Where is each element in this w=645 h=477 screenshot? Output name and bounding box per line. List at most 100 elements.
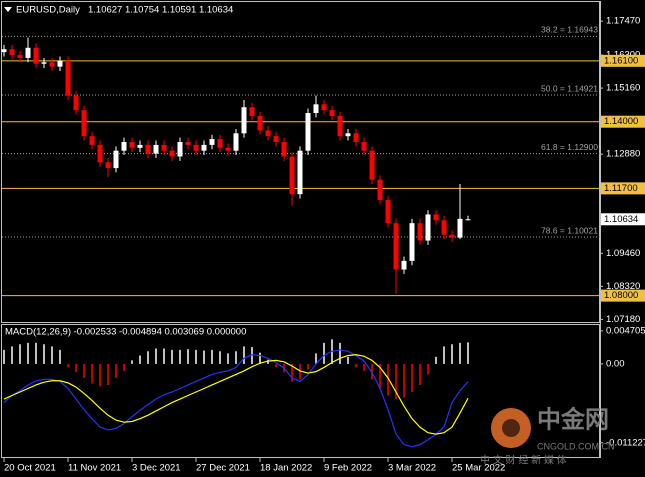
- candle-body: [457, 218, 463, 238]
- x-tick-label: 9 Feb 2022: [324, 463, 372, 474]
- candle-body: [409, 223, 415, 261]
- level-price-box: [601, 182, 645, 195]
- candle-body: [1, 49, 7, 53]
- x-tick-label: 18 Jan 2022: [260, 463, 312, 474]
- last-price-box: [601, 213, 645, 226]
- candle-body: [337, 115, 343, 137]
- candle-body: [329, 110, 335, 116]
- watermark-brand: 中金网: [537, 405, 609, 433]
- level-price-label: 1.14000: [604, 116, 638, 127]
- price-panel-frame: [1, 1, 600, 323]
- candle-body: [137, 144, 143, 148]
- y-tick-label: 1.12880: [606, 149, 640, 160]
- y-tick-label: 1.08320: [606, 281, 640, 292]
- candle-body: [249, 107, 255, 116]
- candle-body: [417, 223, 423, 241]
- candle-body: [153, 144, 159, 154]
- candle-body: [217, 139, 223, 148]
- y-tick-label: 1.17470: [606, 16, 640, 27]
- y-tick-label: 1.09460: [606, 248, 640, 259]
- menu-triangle: [4, 7, 12, 12]
- candle-body: [121, 142, 127, 151]
- level-price-label: 1.08000: [604, 290, 638, 301]
- candle-body: [169, 150, 175, 157]
- candle-body: [17, 55, 23, 58]
- y-tick-label: 0.00: [606, 358, 625, 369]
- candle-body: [97, 144, 103, 163]
- watermark-site: CNGOLD.COM.CN: [537, 441, 615, 451]
- candle-body: [185, 142, 191, 145]
- candle-body: [377, 179, 383, 200]
- macd-line: [3, 349, 469, 448]
- y-tick-label: 1.15160: [606, 83, 640, 94]
- symbol-title: EURUSD,Daily: [16, 5, 80, 16]
- candle-body: [33, 47, 39, 64]
- candle-body: [65, 60, 71, 96]
- candle-body: [9, 49, 15, 56]
- candle-body: [369, 150, 375, 180]
- x-tick-label: 3 Dec 2021: [132, 463, 181, 474]
- candle-body: [241, 107, 247, 134]
- y-tick-label: -0.011227: [606, 437, 645, 448]
- candle-body: [281, 142, 287, 157]
- candle-body: [49, 62, 55, 67]
- candle-body: [225, 147, 231, 151]
- candle-body: [193, 144, 199, 151]
- candle-body: [57, 60, 63, 67]
- fib-level-label: 61.8 = 1.12900: [541, 142, 598, 152]
- candle-body: [105, 162, 111, 169]
- candle-body: [145, 144, 151, 154]
- candle-body: [113, 150, 119, 169]
- candle-body: [73, 95, 79, 111]
- watermark-logo-inner: [502, 419, 520, 437]
- fib-level-label: 78.6 = 1.10021: [541, 225, 598, 235]
- candle-body: [361, 142, 367, 151]
- candle-body: [161, 144, 167, 151]
- candle-body: [449, 234, 455, 238]
- x-tick-label: 25 Mar 2022: [452, 463, 505, 474]
- candle-body: [305, 113, 311, 151]
- candle-body: [25, 47, 31, 58]
- candle-body: [385, 199, 391, 224]
- macd-line: [3, 354, 469, 435]
- watermark: 中金网 CNGOLD.COM.CN 中 文 财 经 新 媒 体: [480, 405, 615, 466]
- candle-body: [177, 142, 183, 157]
- candle-body: [465, 219, 471, 221]
- candle-body: [209, 139, 215, 145]
- y-tick-label: 0.004705: [606, 325, 645, 336]
- fib-level-label: 50.0 = 1.14921: [541, 83, 598, 93]
- x-tick-label: 20 Oct 2021: [4, 463, 56, 474]
- candle-body: [313, 104, 319, 114]
- candle-body: [81, 110, 87, 137]
- candle-body: [353, 133, 359, 142]
- candle-body: [257, 115, 263, 131]
- x-tick-label: 11 Nov 2021: [68, 463, 121, 474]
- level-price-box: [601, 289, 645, 302]
- level-price-box: [601, 115, 645, 128]
- candle-body: [441, 220, 447, 235]
- watermark-slogan: 中 文 财 经 新 媒 体: [480, 454, 567, 467]
- ohlc-text: 1.10627 1.10754 1.10591 1.10634: [88, 5, 233, 16]
- candle-body: [433, 214, 439, 221]
- macd-title: MACD(12,26,9) -0.002533 -0.004894 0.0030…: [5, 327, 246, 338]
- level-price-label: 1.16100: [604, 55, 638, 66]
- candle-body: [201, 144, 207, 151]
- fib-level-label: 38.2 = 1.16943: [541, 25, 598, 35]
- y-tick-label: 1.07180: [606, 314, 640, 325]
- level-price-box: [601, 54, 645, 67]
- candle-body: [265, 130, 271, 137]
- candle-body: [233, 133, 239, 151]
- candle-body: [297, 150, 303, 195]
- candle-body: [289, 156, 295, 195]
- candle-body: [401, 260, 407, 270]
- candle-body: [41, 62, 47, 64]
- candle-body: [89, 136, 95, 145]
- candle-body: [273, 136, 279, 142]
- candle-body: [425, 214, 431, 241]
- x-tick-label: 27 Dec 2021: [196, 463, 250, 474]
- macd-panel-frame: [1, 324, 600, 458]
- x-tick-label: 3 Mar 2022: [388, 463, 436, 474]
